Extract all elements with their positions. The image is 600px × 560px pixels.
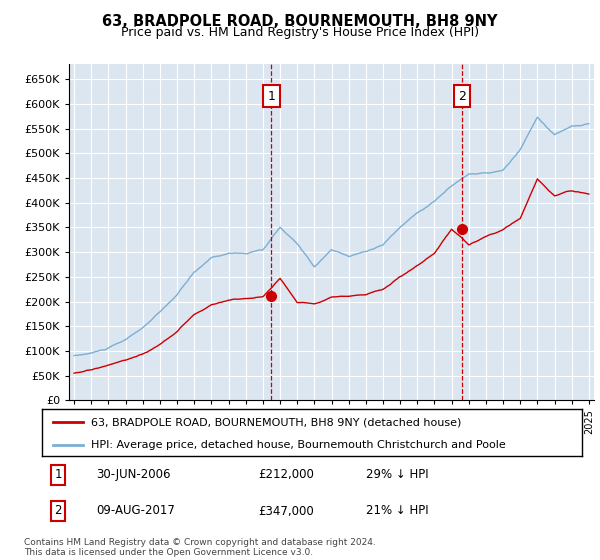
Text: 29% ↓ HPI: 29% ↓ HPI: [366, 468, 428, 481]
Text: Contains HM Land Registry data © Crown copyright and database right 2024.
This d: Contains HM Land Registry data © Crown c…: [24, 538, 376, 557]
Text: 30-JUN-2006: 30-JUN-2006: [96, 468, 170, 481]
Text: 63, BRADPOLE ROAD, BOURNEMOUTH, BH8 9NY: 63, BRADPOLE ROAD, BOURNEMOUTH, BH8 9NY: [102, 14, 498, 29]
Text: £212,000: £212,000: [258, 468, 314, 481]
Text: 2: 2: [55, 505, 62, 517]
Text: HPI: Average price, detached house, Bournemouth Christchurch and Poole: HPI: Average price, detached house, Bour…: [91, 440, 505, 450]
Text: 2: 2: [458, 90, 466, 103]
Text: 1: 1: [268, 90, 275, 103]
Text: 1: 1: [55, 468, 62, 481]
Text: £347,000: £347,000: [258, 505, 314, 517]
Text: 09-AUG-2017: 09-AUG-2017: [96, 505, 175, 517]
Text: 63, BRADPOLE ROAD, BOURNEMOUTH, BH8 9NY (detached house): 63, BRADPOLE ROAD, BOURNEMOUTH, BH8 9NY …: [91, 417, 461, 427]
Text: 21% ↓ HPI: 21% ↓ HPI: [366, 505, 428, 517]
Text: Price paid vs. HM Land Registry's House Price Index (HPI): Price paid vs. HM Land Registry's House …: [121, 26, 479, 39]
